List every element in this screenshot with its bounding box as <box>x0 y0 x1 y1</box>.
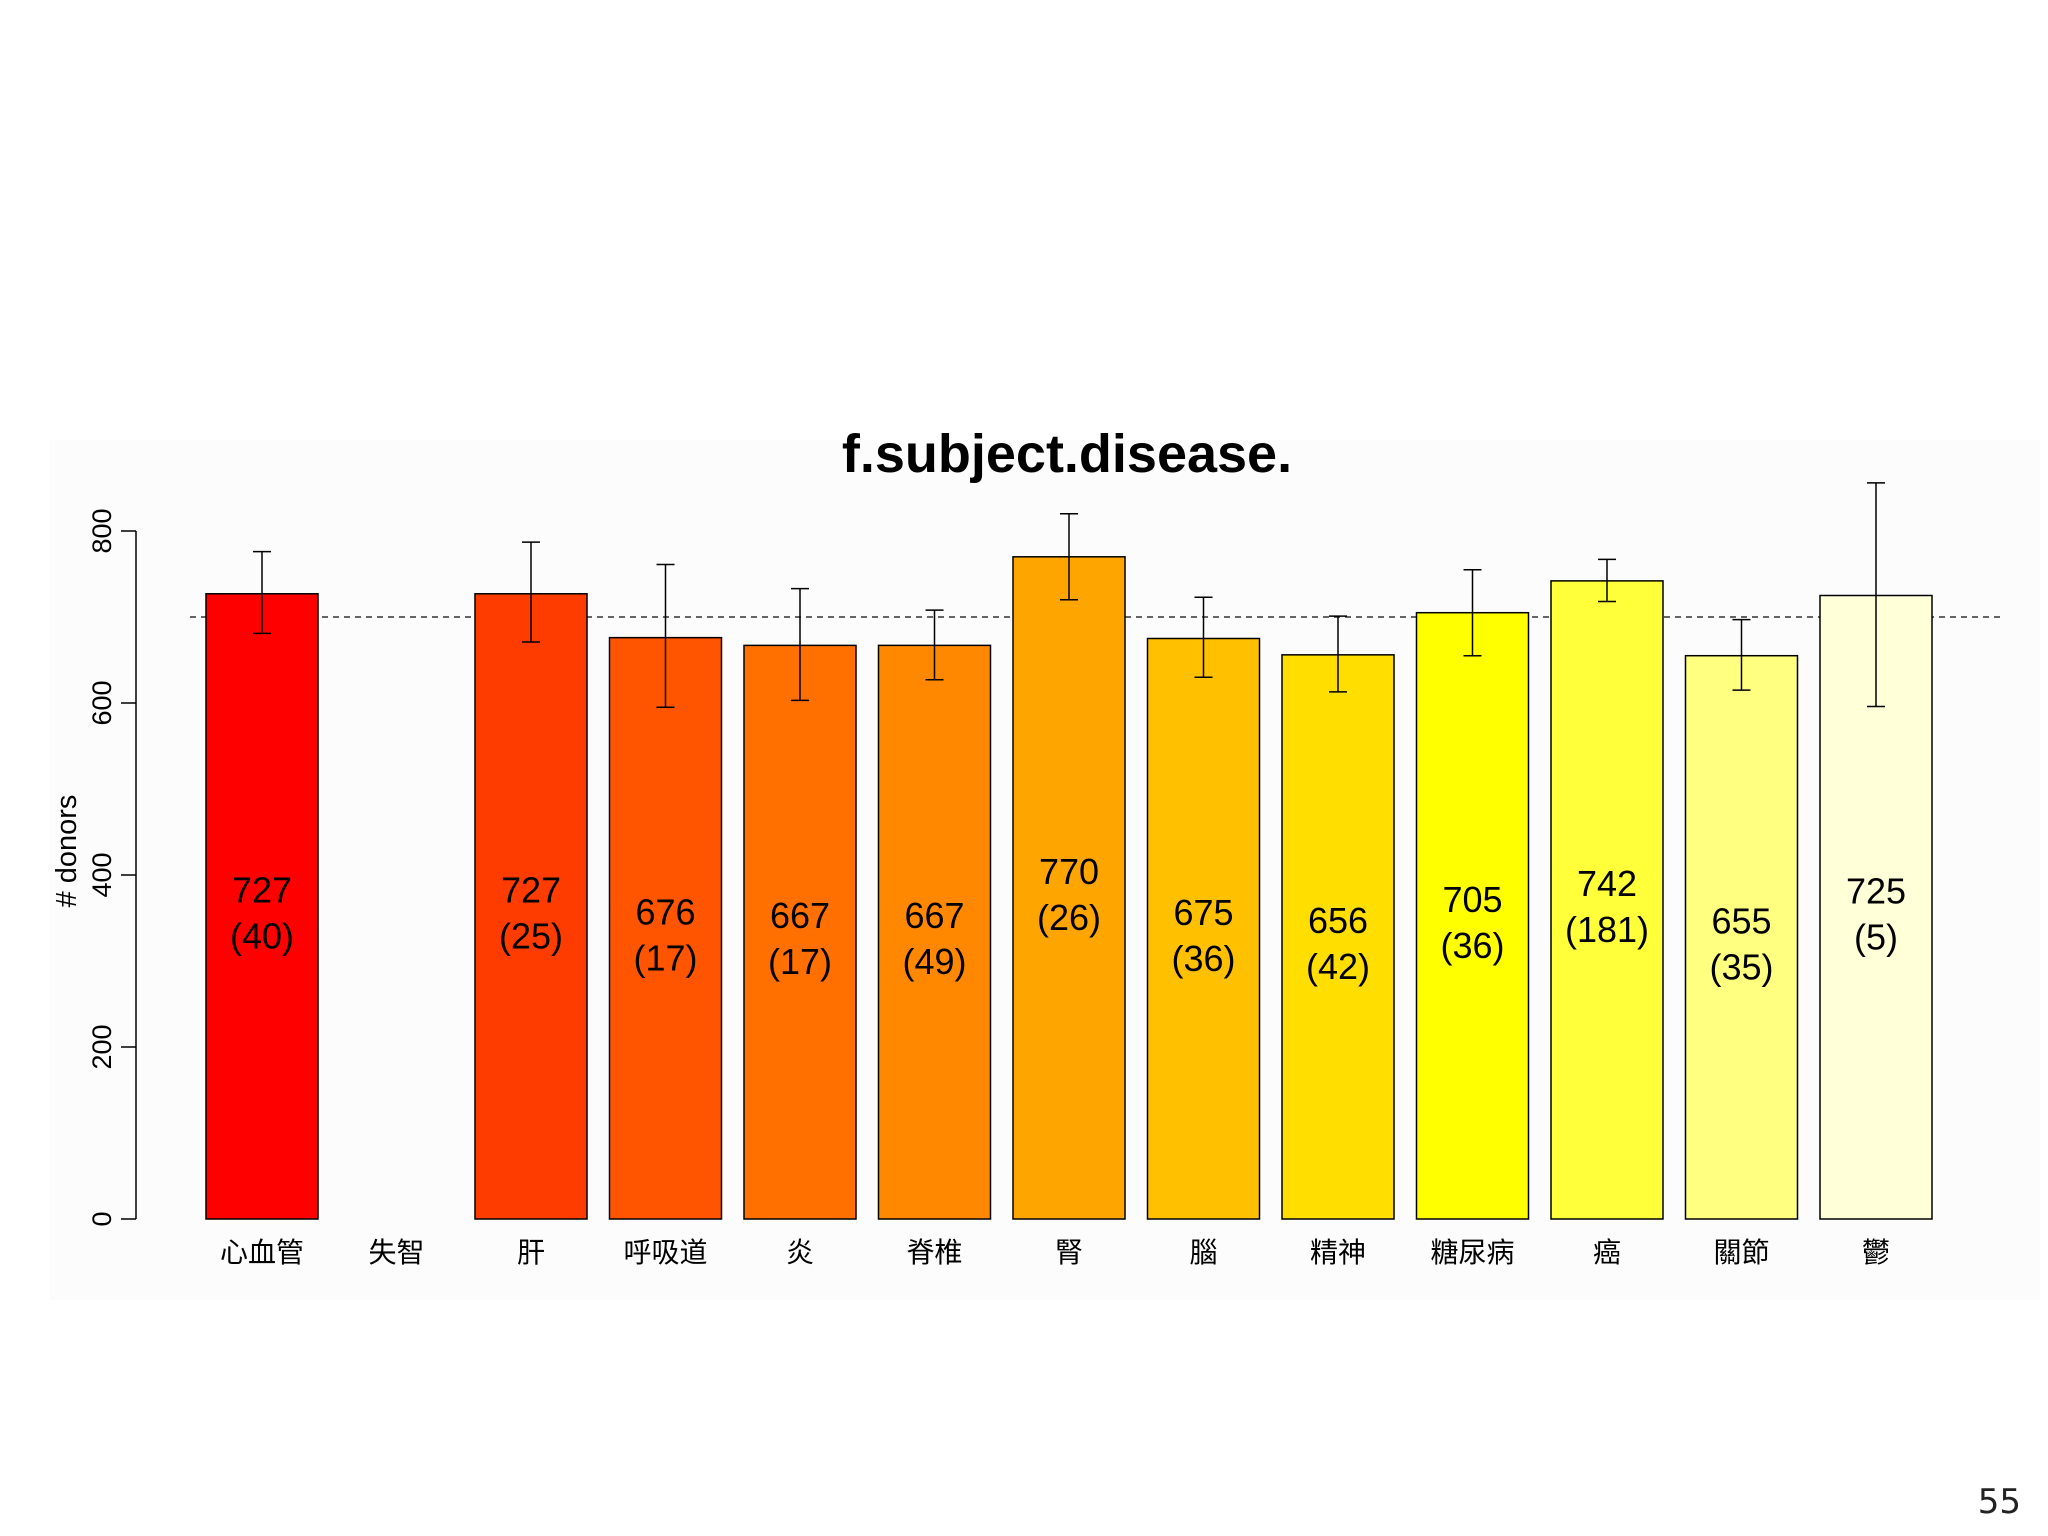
data-label-count: (17) <box>768 941 832 982</box>
data-label-value: 655 <box>1711 900 1771 941</box>
y-axis: 0 200 400 600 800 <box>87 508 137 1227</box>
data-label-count: (40) <box>230 915 294 956</box>
y-axis-label: # donors <box>51 795 83 908</box>
y-tick-label: 800 <box>87 508 117 553</box>
bar <box>877 644 992 1220</box>
data-label-value: 667 <box>904 895 964 936</box>
bar <box>1550 580 1664 1220</box>
data-label-count: (49) <box>902 941 966 982</box>
x-tick-label: 心血管 <box>220 1236 304 1269</box>
slide-number: 55 <box>1977 1482 2021 1522</box>
data-label-count: (181) <box>1565 909 1649 950</box>
data-label-value: 727 <box>501 869 561 910</box>
bar <box>1012 556 1126 1220</box>
bar <box>1684 654 1799 1220</box>
data-label-value: 725 <box>1846 870 1906 911</box>
data-label-count: (42) <box>1306 946 1370 987</box>
x-tick-label: 炎 <box>786 1236 814 1269</box>
data-label-count: (26) <box>1037 897 1101 938</box>
data-label-value: 705 <box>1442 879 1502 920</box>
data-label-count: (36) <box>1440 925 1504 966</box>
data-label-count: (36) <box>1171 938 1235 979</box>
data-label-count: (5) <box>1854 916 1898 957</box>
bar <box>743 644 857 1220</box>
bars-group <box>205 556 1933 1220</box>
data-label-count: (35) <box>1709 946 1773 987</box>
x-tick-label: 失智 <box>368 1236 424 1269</box>
x-tick-label: 癌 <box>1593 1236 1621 1269</box>
bar <box>474 593 588 1220</box>
x-tick-label: 肝 <box>517 1236 545 1269</box>
x-tick-label: 鬱 <box>1862 1236 1890 1269</box>
y-tick-label: 400 <box>87 852 117 897</box>
x-tick-label: 腦 <box>1189 1236 1217 1269</box>
data-label-value: 675 <box>1173 892 1233 933</box>
bar <box>608 636 723 1220</box>
x-tick-label: 呼吸道 <box>623 1236 707 1269</box>
x-tick-label: 腎 <box>1055 1236 1083 1269</box>
data-label-count: (25) <box>499 915 563 956</box>
data-label-value: 656 <box>1308 900 1368 941</box>
bar <box>1281 654 1395 1220</box>
data-label-value: 742 <box>1577 863 1637 904</box>
data-label-value: 676 <box>635 891 695 932</box>
x-tick-label: 糖尿病 <box>1430 1236 1514 1269</box>
data-label-value: 667 <box>770 895 830 936</box>
data-label-count: (17) <box>633 937 697 978</box>
error-bars-group <box>253 482 1885 709</box>
x-tick-label: 關節 <box>1713 1236 1769 1269</box>
y-tick-label: 200 <box>87 1024 117 1069</box>
x-tick-label: 脊椎 <box>906 1236 962 1269</box>
y-tick-label: 0 <box>87 1211 117 1226</box>
chart-title: f.subject.disease. <box>842 424 1292 484</box>
bar-labels-group: 727 (40) 727 (25) 676 (17) 667 (17) 667 (49) 770 (2… <box>230 851 1906 987</box>
data-label-value: 770 <box>1039 851 1099 892</box>
bar <box>1146 637 1261 1220</box>
y-tick-label: 600 <box>87 680 117 725</box>
x-tick-labels-group: 心血管 失智 肝 呼吸道 炎 脊椎 腎 腦 精神 糖尿病 癌 關節 鬱 <box>220 1236 1890 1269</box>
data-label-value: 727 <box>232 869 292 910</box>
x-tick-label: 精神 <box>1310 1236 1366 1269</box>
bar <box>1415 611 1530 1220</box>
